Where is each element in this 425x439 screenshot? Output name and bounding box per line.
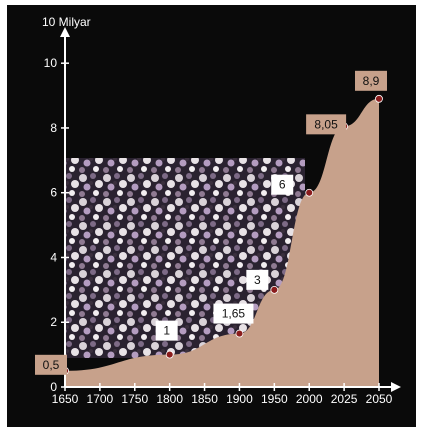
data-point [165, 350, 174, 359]
data-label-box [271, 174, 294, 195]
x-tick-label: 2000 [296, 392, 323, 406]
x-tick-label: 2025 [331, 392, 358, 406]
data-label: 0,5 [43, 358, 60, 372]
y-tick-label: 6 [50, 186, 57, 200]
data-label-box [155, 320, 178, 341]
chart-frame: 0 2 4 6 8 10 1650 1700 1750 1800 1850 1900 1950 2000 2… [7, 5, 416, 427]
x-tick-label: 1750 [121, 392, 148, 406]
y-axis-arrow-icon [60, 27, 70, 37]
data-label: 6 [279, 178, 286, 192]
data-label: 1 [163, 324, 170, 338]
data-point [270, 285, 279, 294]
population-area [65, 98, 379, 388]
x-tick-label: 1650 [52, 392, 79, 406]
y-tick-label: 10 [44, 56, 58, 70]
data-label: 1,65 [222, 307, 246, 321]
y-tick-label: 0 [50, 380, 57, 394]
data-label-box [355, 70, 387, 91]
data-label: 8,05 [314, 117, 338, 131]
y-tick-label: 4 [50, 250, 57, 264]
x-axis-arrow-icon [391, 382, 401, 392]
y-tick-label: 2 [50, 315, 57, 329]
y-tick-label: 8 [50, 121, 57, 135]
data-point [235, 329, 244, 338]
data-label-box [306, 114, 347, 135]
x-tick-label: 1800 [156, 392, 183, 406]
y-axis-label: 10 Milyar [42, 15, 91, 29]
x-tick-label: 2050 [366, 392, 393, 406]
population-chart: 0 2 4 6 8 10 1650 1700 1750 1800 1850 1900 1950 2000 2… [35, 15, 401, 406]
x-tick-label: 1700 [87, 392, 114, 406]
data-point [305, 188, 314, 197]
data-label-box [246, 269, 269, 290]
data-label-box [213, 303, 254, 324]
data-label-box [35, 354, 67, 375]
data-point [375, 94, 383, 103]
x-tick-label: 1900 [226, 392, 253, 406]
x-tick-label: 1850 [191, 392, 218, 406]
data-label: 8,9 [363, 74, 380, 88]
data-label: 3 [254, 273, 261, 287]
x-tick-label: 1950 [261, 392, 288, 406]
